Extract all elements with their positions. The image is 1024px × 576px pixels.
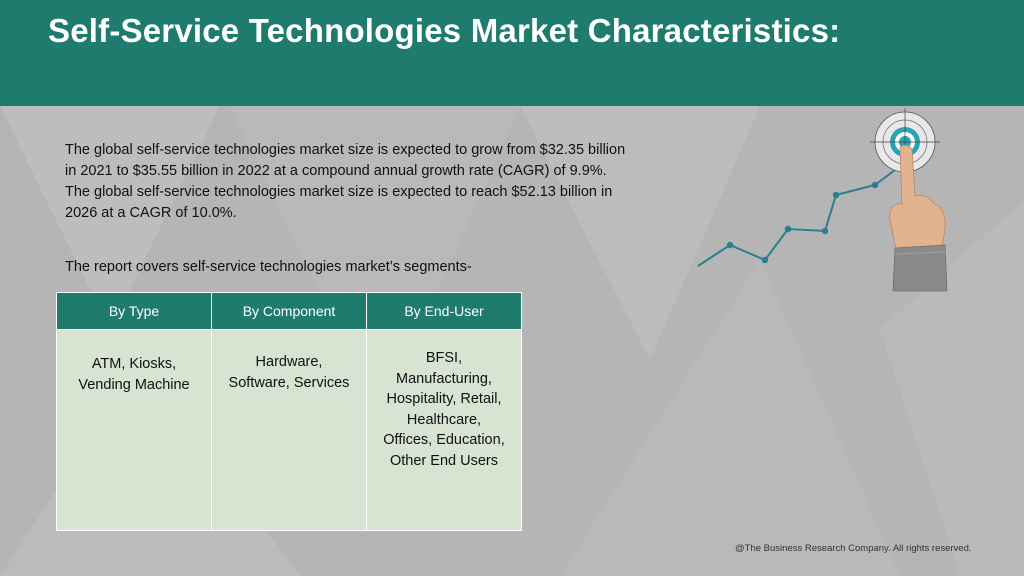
segments-table: By Type By Component By End-User ATM, Ki… (56, 292, 522, 531)
cell-component-values: Hardware, Software, Services (211, 329, 367, 531)
page-title: Self-Service Technologies Market Charact… (48, 12, 841, 49)
trend-points (726, 181, 879, 264)
header-by-type: By Type (56, 292, 212, 330)
title-bar: Self-Service Technologies Market Charact… (0, 0, 1024, 106)
cell-end-user-values: BFSI, Manufacturing, Hospitality, Retail… (366, 329, 522, 531)
header-by-component: By Component (211, 292, 367, 330)
table-row: ATM, Kiosks, Vending Machine Hardware, S… (56, 329, 522, 531)
intro-line: The global self-service technologies mar… (65, 142, 626, 158)
intro-line: in 2021 to $35.55 billion in 2022 at a c… (65, 163, 607, 179)
intro-line: 2026 at a CAGR of 10.0%. (65, 205, 237, 221)
header-by-end-user: By End-User (366, 292, 522, 330)
trend-line (697, 169, 896, 267)
intro-line: The global self-service technologies mar… (65, 184, 613, 200)
cell-type-values: ATM, Kiosks, Vending Machine (56, 329, 212, 531)
hand-icon (889, 144, 948, 292)
intro-paragraph: The global self-service technologies mar… (65, 140, 685, 224)
table-header-row: By Type By Component By End-User (56, 292, 522, 330)
hand-target-trend-icon (697, 108, 948, 292)
segments-label: The report covers self-service technolog… (65, 259, 472, 275)
copyright-footer: @The Business Research Company. All righ… (735, 543, 972, 554)
